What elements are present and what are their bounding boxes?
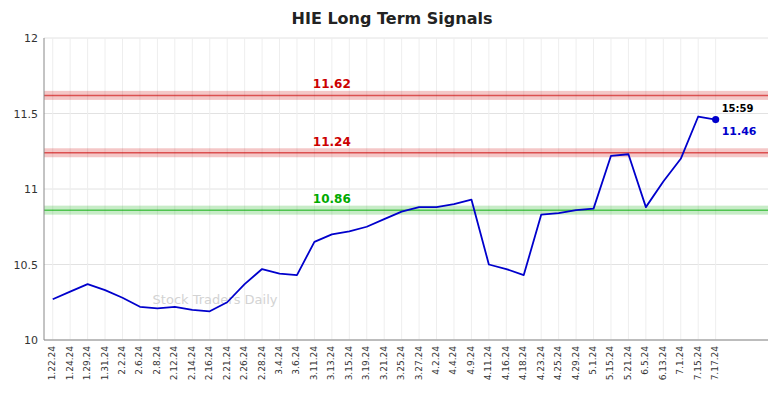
x-tick-label: 2.2.24 — [117, 346, 127, 375]
x-tick-label: 2.8.24 — [152, 346, 162, 375]
x-tick-label: 4.11.24 — [483, 346, 493, 381]
x-tick-label: 3.13.24 — [326, 346, 336, 381]
x-tick-label: 4.29.24 — [571, 346, 581, 381]
grid-line — [593, 38, 594, 340]
x-tick-label: 1.29.24 — [82, 346, 92, 381]
x-tick-label: 3.4.24 — [274, 346, 284, 375]
grid-line — [44, 113, 768, 114]
grid-line — [471, 38, 472, 340]
x-tick-label: 2.14.24 — [187, 346, 197, 381]
reference-label: 10.86 — [313, 192, 351, 206]
x-tick-label: 7.15.24 — [693, 346, 703, 381]
x-tick-label: 5.15.24 — [605, 346, 615, 381]
grid-line — [419, 38, 420, 340]
grid-line — [628, 38, 629, 340]
grid-line — [384, 38, 385, 340]
x-axis — [44, 340, 768, 341]
grid-line — [401, 38, 402, 340]
x-tick-label: 3.6.24 — [291, 346, 301, 375]
last-point — [712, 116, 719, 123]
grid-line — [87, 38, 88, 340]
x-tick-label: 4.4.24 — [448, 346, 458, 375]
price-line — [53, 117, 716, 312]
y-tick-label: 12 — [24, 32, 38, 45]
x-tick-label: 4.18.24 — [518, 346, 528, 381]
grid-line — [576, 38, 577, 340]
x-tick-label: 6.13.24 — [658, 346, 668, 381]
grid-line — [70, 38, 71, 340]
grid-line — [506, 38, 507, 340]
reference-line — [44, 95, 768, 97]
grid-line — [645, 38, 646, 340]
x-tick-label: 4.23.24 — [536, 346, 546, 381]
grid-line — [523, 38, 524, 340]
reference-label: 11.24 — [313, 135, 351, 149]
x-tick-label: 1.24.24 — [65, 346, 75, 381]
x-tick-label: 2.21.24 — [222, 346, 232, 381]
x-tick-label: 1.31.24 — [100, 346, 110, 381]
x-tick-label: 2.26.24 — [239, 346, 249, 381]
grid-line — [279, 38, 280, 340]
grid-line — [715, 38, 716, 340]
time-label: 15:59 — [722, 103, 754, 114]
grid-line — [663, 38, 664, 340]
reference-band — [44, 148, 768, 157]
grid-line — [44, 38, 768, 39]
price-label: 11.46 — [722, 125, 757, 138]
grid-line — [52, 38, 53, 340]
x-tick-label: 3.27.24 — [414, 346, 424, 381]
grid-line — [44, 264, 768, 265]
grid-line — [139, 38, 140, 340]
reference-label: 11.62 — [313, 77, 351, 91]
x-tick-label: 2.12.24 — [169, 346, 179, 381]
title: HIE Long Term Signals — [292, 9, 493, 28]
y-tick-label: 11.5 — [14, 108, 39, 121]
y-tick-label: 11 — [24, 183, 38, 196]
x-tick-label: 2.16.24 — [204, 346, 214, 381]
watermark: Stock Traders Daily — [153, 292, 278, 307]
y-axis — [44, 38, 45, 340]
x-tick-label: 5.1.24 — [588, 346, 598, 375]
grid-line — [105, 38, 106, 340]
grid-line — [44, 340, 768, 341]
x-tick-label: 5.21.24 — [623, 346, 633, 381]
grid-line — [122, 38, 123, 340]
grid-line — [488, 38, 489, 340]
y-tick-label: 10 — [24, 334, 38, 347]
x-tick-label: 4.9.24 — [466, 346, 476, 375]
x-tick-label: 2.28.24 — [257, 346, 267, 381]
grid-line — [296, 38, 297, 340]
grid-line — [436, 38, 437, 340]
reference-band — [44, 91, 768, 100]
grid-line — [541, 38, 542, 340]
x-tick-label: 4.2.24 — [431, 346, 441, 375]
x-tick-label: 1.22.24 — [47, 346, 57, 381]
grid-line — [610, 38, 611, 340]
x-tick-label: 3.19.24 — [361, 346, 371, 381]
x-tick-label: 4.16.24 — [501, 346, 511, 381]
grid-line — [558, 38, 559, 340]
grid-line — [453, 38, 454, 340]
grid-line — [366, 38, 367, 340]
x-tick-label: 3.11.24 — [309, 346, 319, 381]
x-tick-label: 3.21.24 — [379, 346, 389, 381]
chart: HIE Long Term Signals Stock Traders Daily… — [0, 0, 784, 398]
y-tick-label: 10.5 — [14, 259, 39, 272]
x-tick-label: 7.17.24 — [710, 346, 720, 381]
x-tick-label: 3.15.24 — [344, 346, 354, 381]
grid — [44, 38, 768, 340]
reference-line — [44, 152, 768, 154]
grid-line — [698, 38, 699, 340]
x-tick-label: 7.1.24 — [675, 346, 685, 375]
x-tick-label: 4.25.24 — [553, 346, 563, 381]
plot-area — [44, 91, 768, 311]
x-tick-label: 3.25.24 — [396, 346, 406, 381]
x-tick-label: 2.6.24 — [134, 346, 144, 375]
x-tick-label: 6.5.24 — [640, 346, 650, 375]
grid-line — [680, 38, 681, 340]
